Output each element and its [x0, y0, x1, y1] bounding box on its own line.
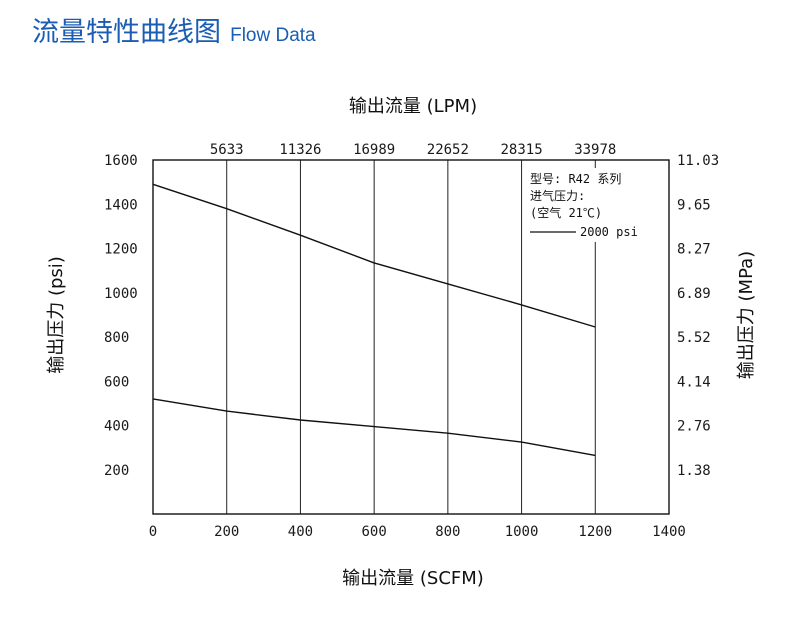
- y-tick-label: 200: [104, 463, 129, 479]
- series-lines: [152, 183, 596, 457]
- y2-tick-label: 5.52: [677, 330, 711, 346]
- x2-tick-label: 28315: [500, 142, 542, 158]
- x-tick-label: 1200: [578, 524, 612, 540]
- x-tick-label: 400: [288, 524, 313, 540]
- y-tick-label: 1600: [104, 153, 138, 169]
- y-tick-label: 800: [104, 330, 129, 346]
- axis-titles: 输出流量 (SCFM) 输出流量 (LPM) 输出压力 (psi) 输出压力 (MPa…: [46, 96, 757, 589]
- legend-condition: (空气 21℃): [530, 205, 602, 220]
- y-tick-label: 1400: [104, 197, 138, 213]
- y2-tick-label: 11.03: [677, 153, 719, 169]
- title-english: Flow Data: [230, 25, 316, 46]
- legend-series-label: 2000 psi: [580, 225, 638, 239]
- legend-inlet-label: 进气压力:: [530, 188, 585, 203]
- series-line-upper: [152, 183, 596, 328]
- series-line-lower: [152, 398, 596, 457]
- y-tick-label: 1200: [104, 242, 138, 258]
- y-axis-title: 输出压力 (psi): [46, 256, 67, 374]
- x-tick-label: 1400: [652, 524, 686, 540]
- plot-frame: [152, 159, 670, 515]
- x2-tick-label: 33978: [574, 142, 616, 158]
- x-axis-title: 输出流量 (SCFM): [342, 568, 484, 589]
- y2-tick-label: 1.38: [677, 463, 711, 479]
- x2-tick-label: 22652: [427, 142, 469, 158]
- y2-axis-title: 输出压力 (MPa): [736, 251, 757, 379]
- y-tick-label: 400: [104, 419, 129, 435]
- title-chinese: 流量特性曲线图: [32, 17, 221, 48]
- x2-tick-label: 11326: [279, 142, 321, 158]
- x-tick-label: 1000: [505, 524, 539, 540]
- tick-labels: 0 200 400 600 800 1000 1200 1400 5633 11326 16989 2…: [104, 142, 719, 540]
- page-title: 流量特性曲线图 Flow Data: [32, 10, 316, 49]
- y-tick-label: 1000: [104, 286, 138, 302]
- x-tick-label: 800: [435, 524, 460, 540]
- x-tick-label: 200: [214, 524, 239, 540]
- legend-model: 型号: R42 系列: [530, 172, 621, 186]
- y2-tick-label: 6.89: [677, 286, 711, 302]
- plot-border: [152, 159, 670, 515]
- x2-tick-label: 16989: [353, 142, 395, 158]
- y2-tick-label: 9.65: [677, 197, 711, 213]
- x2-axis-title: 输出流量 (LPM): [349, 96, 477, 117]
- y2-tick-label: 8.27: [677, 242, 711, 258]
- y-tick-label: 600: [104, 374, 129, 390]
- y2-tick-label: 2.76: [677, 419, 711, 435]
- y2-tick-label: 4.14: [677, 374, 711, 390]
- x-tick-label: 600: [361, 524, 386, 540]
- x2-tick-label: 5633: [210, 142, 244, 158]
- legend-box: [528, 168, 640, 242]
- x-tick-label: 0: [149, 524, 157, 540]
